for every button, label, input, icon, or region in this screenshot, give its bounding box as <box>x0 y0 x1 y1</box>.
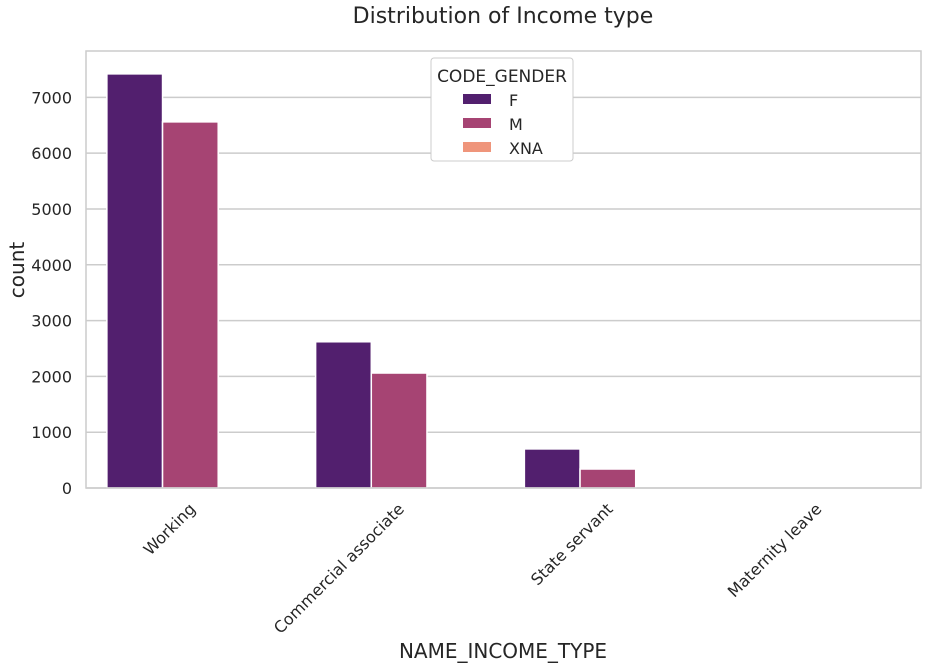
y-tick-label: 2000 <box>31 367 72 386</box>
bar-f-0 <box>106 73 164 489</box>
bar-m-0 <box>161 121 219 489</box>
bar-m-2 <box>579 468 637 489</box>
chart-title: Distribution of Income type <box>353 4 654 29</box>
bar-f-2 <box>523 448 581 489</box>
y-tick-label: 1000 <box>31 423 72 442</box>
legend: CODE_GENDER FM XNA <box>430 57 574 162</box>
plot-frame <box>85 50 922 489</box>
legend-label: XNA <box>509 139 543 158</box>
y-tick-labels: 0 1000 2000 3000 4000 5000 6000 7000 <box>31 88 72 498</box>
y-axis-label: count <box>5 242 29 299</box>
legend-swatch-f <box>463 94 491 104</box>
legend-items: FM XNA <box>463 91 543 158</box>
x-tick-label: Working <box>140 499 200 559</box>
bars <box>106 73 637 489</box>
y-tick-label: 7000 <box>31 88 72 107</box>
bar-f-1 <box>314 341 373 489</box>
x-tick-label: Commercial associate <box>270 499 408 637</box>
y-tick-label: 0 <box>62 479 72 498</box>
legend-title: CODE_GENDER <box>437 67 567 87</box>
legend-label: M <box>509 115 523 134</box>
legend-swatch-m <box>463 118 491 128</box>
y-tick-label: 5000 <box>31 200 72 219</box>
y-tick-label: 6000 <box>31 144 72 163</box>
legend-swatch-xna <box>463 142 491 152</box>
x-tick-labels: Working Commercial associate State servant… <box>140 499 826 637</box>
y-tick-label: 4000 <box>31 256 72 275</box>
legend-box <box>430 57 574 162</box>
x-axis-label: NAME_INCOME_TYPE <box>399 639 607 663</box>
legend-label: F <box>509 91 518 110</box>
y-tick-label: 3000 <box>31 312 72 331</box>
x-tick-label: Maternity leave <box>724 499 826 601</box>
x-tick-label: State servant <box>527 499 617 589</box>
bar-m-1 <box>370 372 428 489</box>
gridlines <box>86 96 921 489</box>
